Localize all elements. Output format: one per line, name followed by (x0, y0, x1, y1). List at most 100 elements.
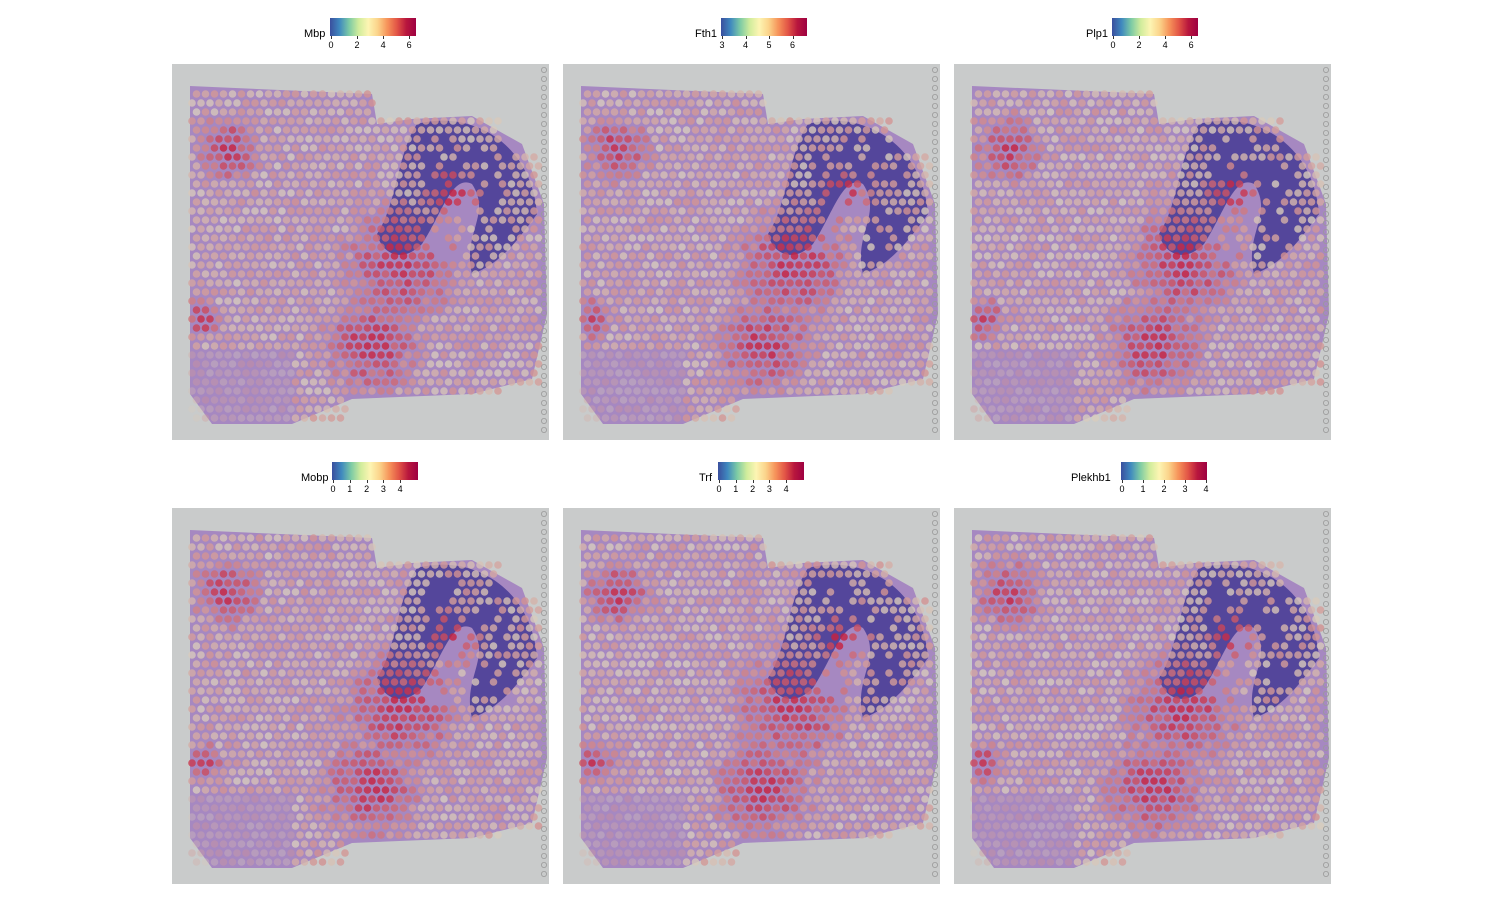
expression-spot (233, 315, 241, 323)
expression-spot (912, 351, 920, 359)
expression-spot (382, 342, 390, 350)
expression-spot (714, 243, 722, 251)
expression-spot (917, 234, 925, 242)
expression-spot (696, 171, 704, 179)
expression-spot (669, 243, 677, 251)
expression-spot (359, 189, 367, 197)
expression-spot (274, 678, 282, 686)
expression-spot (350, 741, 358, 749)
expression-spot (215, 633, 223, 641)
expression-spot (584, 252, 592, 260)
expression-spot (836, 324, 844, 332)
expression-spot (503, 351, 511, 359)
expression-spot (1146, 198, 1154, 206)
expression-spot (597, 171, 605, 179)
expression-spot (683, 108, 691, 116)
expression-spot (233, 225, 241, 233)
expression-spot (795, 225, 803, 233)
expression-spot (606, 387, 614, 395)
expression-spot (1150, 369, 1158, 377)
expression-spot (1150, 207, 1158, 215)
expression-spot (701, 90, 709, 98)
expression-spot (723, 405, 731, 413)
expression-spot (845, 216, 853, 224)
expression-spot (512, 171, 520, 179)
expression-spot (579, 351, 587, 359)
expression-spot (494, 243, 502, 251)
expression-spot (809, 198, 817, 206)
expression-spot (1060, 387, 1068, 395)
expression-spot (476, 243, 484, 251)
expression-spot (1132, 333, 1140, 341)
expression-spot (759, 351, 767, 359)
expression-spot (1299, 360, 1307, 368)
expression-spot (247, 606, 255, 614)
expression-spot (714, 369, 722, 377)
expression-spot (1033, 297, 1041, 305)
expression-spot (777, 153, 785, 161)
expression-spot (517, 750, 525, 758)
expression-spot (1146, 162, 1154, 170)
expression-spot (274, 306, 282, 314)
expression-spot (247, 144, 255, 152)
expression-spot (1074, 252, 1082, 260)
expression-spot (777, 207, 785, 215)
expression-spot (1312, 171, 1320, 179)
expression-spot (1150, 333, 1158, 341)
expression-spot (292, 306, 300, 314)
expression-spot (1042, 369, 1050, 377)
expression-spot (1114, 171, 1122, 179)
expression-spot (624, 225, 632, 233)
expression-spot (292, 126, 300, 134)
expression-spot (1123, 261, 1131, 269)
expression-spot (265, 324, 273, 332)
expression-spot (373, 126, 381, 134)
expression-spot (755, 342, 763, 350)
expression-spot (710, 198, 718, 206)
expression-spot (647, 216, 655, 224)
expression-spot (1011, 216, 1019, 224)
expression-spot (701, 108, 709, 116)
expression-spot (579, 153, 587, 161)
expression-spot (1047, 144, 1055, 152)
expression-spot (970, 297, 978, 305)
expression-spot (1303, 315, 1311, 323)
expression-spot (854, 342, 862, 350)
expression-spot (885, 351, 893, 359)
expression-spot (1038, 126, 1046, 134)
expression-spot (319, 90, 327, 98)
expression-spot (1267, 387, 1275, 395)
expression-spot (395, 189, 403, 197)
expression-spot (1182, 324, 1190, 332)
expression-spot (386, 741, 394, 749)
expression-spot (1254, 126, 1262, 134)
expression-spot (467, 297, 475, 305)
expression-spot (1272, 126, 1280, 134)
expression-spot (1105, 351, 1113, 359)
expression-spot (224, 579, 232, 587)
expression-spot (638, 90, 646, 98)
expression-spot (436, 714, 444, 722)
expression-spot (463, 732, 471, 740)
expression-spot (1213, 153, 1221, 161)
expression-spot (773, 126, 781, 134)
expression-spot (391, 324, 399, 332)
expression-spot (319, 696, 327, 704)
colorbar-tick-label: 2 (364, 484, 369, 494)
expression-spot (193, 588, 201, 596)
expression-spot (1227, 306, 1235, 314)
expression-spot (458, 189, 466, 197)
expression-spot (283, 90, 291, 98)
expression-spot (287, 207, 295, 215)
expression-spot (467, 315, 475, 323)
expression-spot (1011, 90, 1019, 98)
expression-spot (1020, 216, 1028, 224)
expression-spot (1204, 225, 1212, 233)
expression-spot (404, 369, 412, 377)
expression-spot (638, 396, 646, 404)
expression-spot (301, 714, 309, 722)
expression-spot (247, 714, 255, 722)
legend-title: Plp1 (1086, 28, 1108, 40)
expression-spot (332, 561, 340, 569)
expression-spot (1096, 333, 1104, 341)
